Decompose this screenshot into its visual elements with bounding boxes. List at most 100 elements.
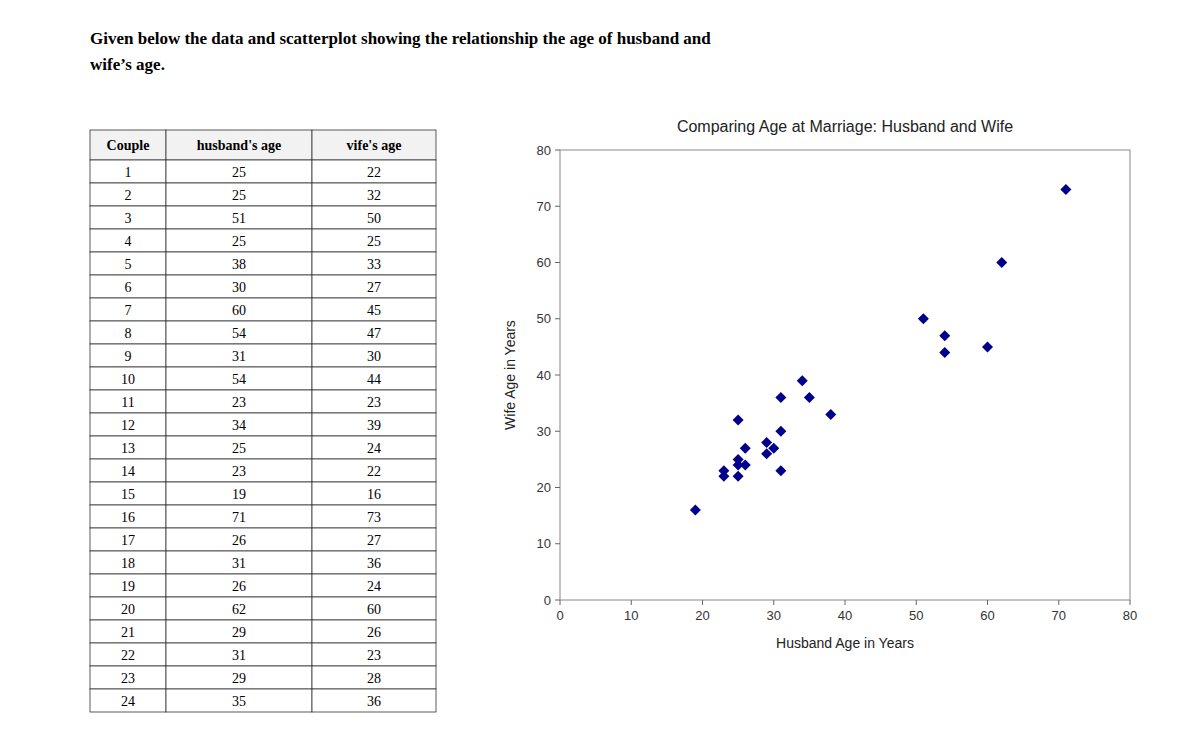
table-cell (312, 620, 436, 643)
cell-text: 25 (232, 441, 246, 456)
point (775, 426, 786, 437)
cell-text: 4 (125, 234, 132, 249)
table-cell (90, 298, 166, 321)
cell-text: 47 (367, 326, 381, 341)
cell-text: 36 (367, 556, 381, 571)
cell-text: 5 (125, 257, 132, 272)
cell-text: 36 (367, 694, 381, 709)
cell-text: 28 (367, 671, 381, 686)
point (918, 313, 929, 324)
table-cell (312, 459, 436, 482)
cell-text: 73 (367, 510, 381, 525)
table-cell (312, 367, 436, 390)
header-cell (312, 130, 436, 160)
x-tick (1130, 600, 1131, 605)
table-cell (90, 689, 166, 712)
x-tick-label: 0 (556, 608, 563, 623)
table-cell (166, 689, 312, 712)
cell-text: 26 (367, 625, 381, 640)
y-tick (555, 375, 560, 376)
y-tick (555, 318, 560, 319)
table-cell (312, 183, 436, 206)
background (0, 0, 1200, 750)
y-tick-label: 20 (537, 480, 551, 495)
y-tick-label: 60 (537, 255, 551, 270)
table-cell (166, 551, 312, 574)
table-cell (166, 275, 312, 298)
table-cell (166, 367, 312, 390)
cell-text: 16 (367, 487, 381, 502)
table-cell (166, 597, 312, 620)
cell-text: 27 (367, 533, 381, 548)
cell-text: 23 (121, 671, 135, 686)
point (761, 448, 772, 459)
cell-text: 10 (121, 372, 135, 387)
table-cell (312, 344, 436, 367)
table-cell (312, 413, 436, 436)
table-cell (90, 390, 166, 413)
table-cell (312, 528, 436, 551)
cell-text: 23 (232, 395, 246, 410)
table-cell (166, 505, 312, 528)
cell-text: 22 (367, 464, 381, 479)
table-cell (312, 436, 436, 459)
table-cell (166, 390, 312, 413)
cell-text: 30 (232, 280, 246, 295)
table-cell (90, 160, 166, 183)
cell-text: 6 (125, 280, 132, 295)
scatter-chart: Comparing Age at Marriage: Husband and W… (502, 118, 1137, 651)
table-cell (312, 321, 436, 344)
cell-text: 11 (121, 395, 134, 410)
table-cell (166, 574, 312, 597)
page-subtitle: wife’s age. (90, 55, 165, 74)
table-cell (166, 252, 312, 275)
cell-text: 13 (121, 441, 135, 456)
point (804, 392, 815, 403)
table-cell (166, 528, 312, 551)
point (690, 505, 701, 516)
table-cell (90, 643, 166, 666)
x-tick-label: 20 (695, 608, 709, 623)
y-tick (555, 600, 560, 601)
point (740, 460, 751, 471)
table-cell (90, 436, 166, 459)
chart-title: Comparing Age at Marriage: Husband and W… (677, 118, 1013, 135)
point (1060, 184, 1071, 195)
plot-frame (560, 150, 1130, 600)
point (718, 471, 729, 482)
cell-text: 22 (367, 165, 381, 180)
table-cell (166, 321, 312, 344)
x-tick (702, 600, 703, 605)
table-cell (90, 666, 166, 689)
table-cell (90, 206, 166, 229)
point (733, 415, 744, 426)
table-cell (166, 413, 312, 436)
table-cell (312, 551, 436, 574)
point (775, 465, 786, 476)
x-tick-label: 80 (1123, 608, 1137, 623)
cell-text: 19 (121, 579, 135, 594)
cell-text: 17 (121, 533, 135, 548)
x-tick-label: 70 (1052, 608, 1066, 623)
table-cell (166, 666, 312, 689)
x-tick (631, 600, 632, 605)
x-tick (987, 600, 988, 605)
cell-text: 39 (367, 418, 381, 433)
y-axis-label: Wife Age in Years (502, 320, 518, 430)
page-title: Given below the data and scatterplot sho… (90, 29, 711, 48)
header-text: Couple (107, 138, 150, 153)
cell-text: 45 (367, 303, 381, 318)
cell-text: 25 (232, 234, 246, 249)
cell-text: 26 (232, 579, 246, 594)
y-tick-label: 30 (537, 424, 551, 439)
table-cell (312, 597, 436, 620)
table-cell (166, 436, 312, 459)
header-cell (166, 130, 312, 160)
y-tick-label: 40 (537, 368, 551, 383)
table-cell (90, 528, 166, 551)
table-cell (90, 413, 166, 436)
table-cell (166, 482, 312, 505)
point (761, 437, 772, 448)
y-tick-label: 70 (537, 199, 551, 214)
table-cell (312, 160, 436, 183)
